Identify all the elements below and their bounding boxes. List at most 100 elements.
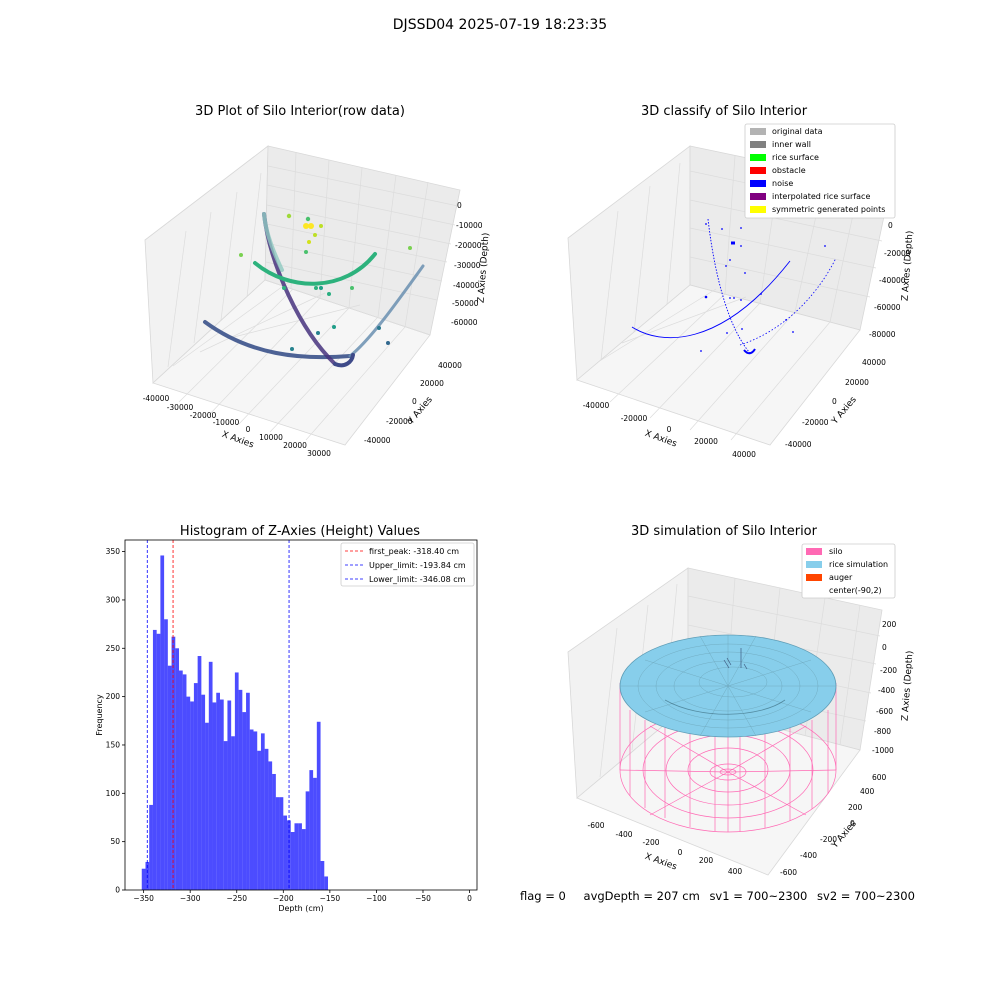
panel1-zticks: 0 -10000 -20000 -30000 -40000 -50000 -60… bbox=[451, 201, 483, 327]
ytick: -200 bbox=[820, 835, 837, 844]
xtick: -40000 bbox=[143, 394, 170, 403]
status-line: flag = 0 avgDepth = 207 cm sv1 = 700~230… bbox=[520, 889, 921, 903]
legend-label: rice surface bbox=[772, 153, 819, 162]
histogram-xticks: −350 −300 −250 −200 −150 −100 −50 0 bbox=[133, 890, 472, 903]
xtick: -10000 bbox=[213, 418, 240, 427]
legend-swatch-inner-wall bbox=[750, 141, 766, 148]
xtick: -20000 bbox=[621, 414, 648, 423]
ytick: 20000 bbox=[420, 379, 444, 388]
panel1-xticks: -40000 -30000 -20000 -10000 0 10000 2000… bbox=[143, 394, 331, 458]
histogram-bar bbox=[283, 815, 288, 890]
ztick: -60000 bbox=[874, 303, 901, 312]
legend-label: rice simulation bbox=[829, 560, 888, 569]
xtick: 400 bbox=[728, 867, 743, 876]
sv2-text: sv2 = 700~2300 bbox=[817, 889, 915, 903]
ztick: 200 bbox=[882, 620, 897, 629]
rice-mesh bbox=[620, 635, 836, 737]
xtick: 40000 bbox=[732, 450, 756, 459]
grid bbox=[167, 151, 459, 441]
legend-label: noise bbox=[772, 179, 793, 188]
histogram-ylabel: Frequency bbox=[95, 694, 104, 736]
xtick: -40000 bbox=[583, 401, 610, 410]
legend-swatch-rice-surface bbox=[750, 154, 766, 161]
ztick: -60000 bbox=[451, 318, 478, 327]
legend-label: symmetric generated points bbox=[772, 205, 885, 214]
histogram-bar bbox=[257, 750, 261, 890]
histogram-bar bbox=[290, 831, 295, 890]
histogram-bar bbox=[264, 748, 269, 890]
legend-label: obstacle bbox=[772, 166, 806, 175]
panel2-zlabel: Z Axies (Depth) bbox=[901, 230, 916, 301]
xtick-label: −250 bbox=[226, 894, 247, 903]
legend-swatch-auger bbox=[806, 574, 822, 581]
noise-curves bbox=[631, 218, 837, 355]
ztick: -40000 bbox=[453, 281, 480, 290]
legend-label: interpolated rice surface bbox=[772, 192, 870, 201]
ytick: 0 bbox=[832, 397, 837, 406]
histogram-bar bbox=[190, 701, 194, 890]
avg-depth-text: avgDepth = 207 cm bbox=[583, 889, 700, 903]
xtick: 20000 bbox=[694, 437, 718, 446]
noise-arc-end bbox=[743, 348, 756, 355]
ztick: -1000 bbox=[872, 746, 894, 755]
noise-arc-right bbox=[739, 257, 837, 346]
floor-pane bbox=[576, 704, 861, 876]
legend-swatch-noise bbox=[750, 180, 766, 187]
ytick: -600 bbox=[780, 868, 797, 877]
scatter-points bbox=[239, 213, 412, 351]
ytick: 0 bbox=[412, 397, 417, 406]
histogram-bar bbox=[272, 773, 276, 890]
histogram-bar bbox=[201, 694, 206, 890]
panel2-title: 3D classify of Silo Interior bbox=[640, 104, 808, 119]
legend-swatch-symmetric bbox=[750, 206, 766, 213]
panel4-xlabel: X Axies bbox=[643, 852, 678, 873]
histogram-bar bbox=[208, 661, 213, 890]
legend-box bbox=[801, 543, 896, 599]
histogram-bar bbox=[182, 674, 187, 890]
xtick-label: −100 bbox=[366, 894, 387, 903]
xtick: 0 bbox=[246, 425, 251, 434]
noise-arc-left bbox=[631, 260, 791, 339]
histogram-bar bbox=[275, 797, 280, 890]
legend-label-center: center(-90,2) bbox=[829, 586, 882, 595]
legend-label: auger bbox=[829, 573, 853, 582]
legend-label: inner wall bbox=[772, 140, 811, 149]
histogram-bar bbox=[212, 702, 217, 890]
histogram-bar bbox=[193, 683, 198, 890]
legend-swatch-silo bbox=[806, 548, 822, 555]
panel1-ylabel: Y Axies bbox=[406, 395, 435, 427]
xtick: -400 bbox=[615, 830, 632, 839]
histogram-bar bbox=[175, 648, 180, 890]
legend-swatch-original-data bbox=[750, 128, 766, 135]
xtick-label: −150 bbox=[320, 894, 341, 903]
xtick: 30000 bbox=[307, 449, 331, 458]
histogram-bar bbox=[260, 733, 265, 890]
histogram-bar bbox=[197, 656, 202, 890]
xtick-label: −350 bbox=[133, 894, 154, 903]
ztick: -50000 bbox=[452, 299, 479, 308]
histogram-chart: −350 −300 −250 −200 −150 −100 −50 0 0 50 100 150 20… bbox=[95, 539, 478, 913]
histogram-bar bbox=[160, 555, 165, 890]
ztick: -10000 bbox=[456, 221, 483, 230]
histogram-bar bbox=[324, 876, 329, 890]
xtick: 0 bbox=[678, 848, 683, 857]
histogram-bar bbox=[141, 868, 146, 890]
legend-box bbox=[340, 542, 475, 587]
auger bbox=[723, 648, 748, 670]
ytick-label: 50 bbox=[110, 837, 120, 846]
figure-title: DJSSD04 2025-07-19 18:23:35 bbox=[392, 17, 608, 33]
histogram-bar bbox=[219, 699, 224, 890]
histogram-bar bbox=[231, 736, 235, 890]
ytick-label: 300 bbox=[106, 595, 121, 604]
ztick: -40000 bbox=[879, 276, 906, 285]
panel2-yticks: -40000 -20000 0 20000 40000 bbox=[785, 358, 886, 449]
panel1-yticks: -40000 -20000 0 20000 40000 bbox=[364, 361, 462, 445]
ytick: 400 bbox=[860, 787, 875, 796]
histogram-bar bbox=[234, 672, 239, 890]
histogram-bar bbox=[309, 770, 314, 890]
plot-frame bbox=[124, 539, 478, 891]
histogram-title: Histogram of Z-Axies (Height) Values bbox=[179, 524, 421, 539]
arc-bottom-right bbox=[348, 264, 425, 358]
legend-box bbox=[744, 123, 896, 219]
histogram-bar bbox=[149, 804, 153, 890]
